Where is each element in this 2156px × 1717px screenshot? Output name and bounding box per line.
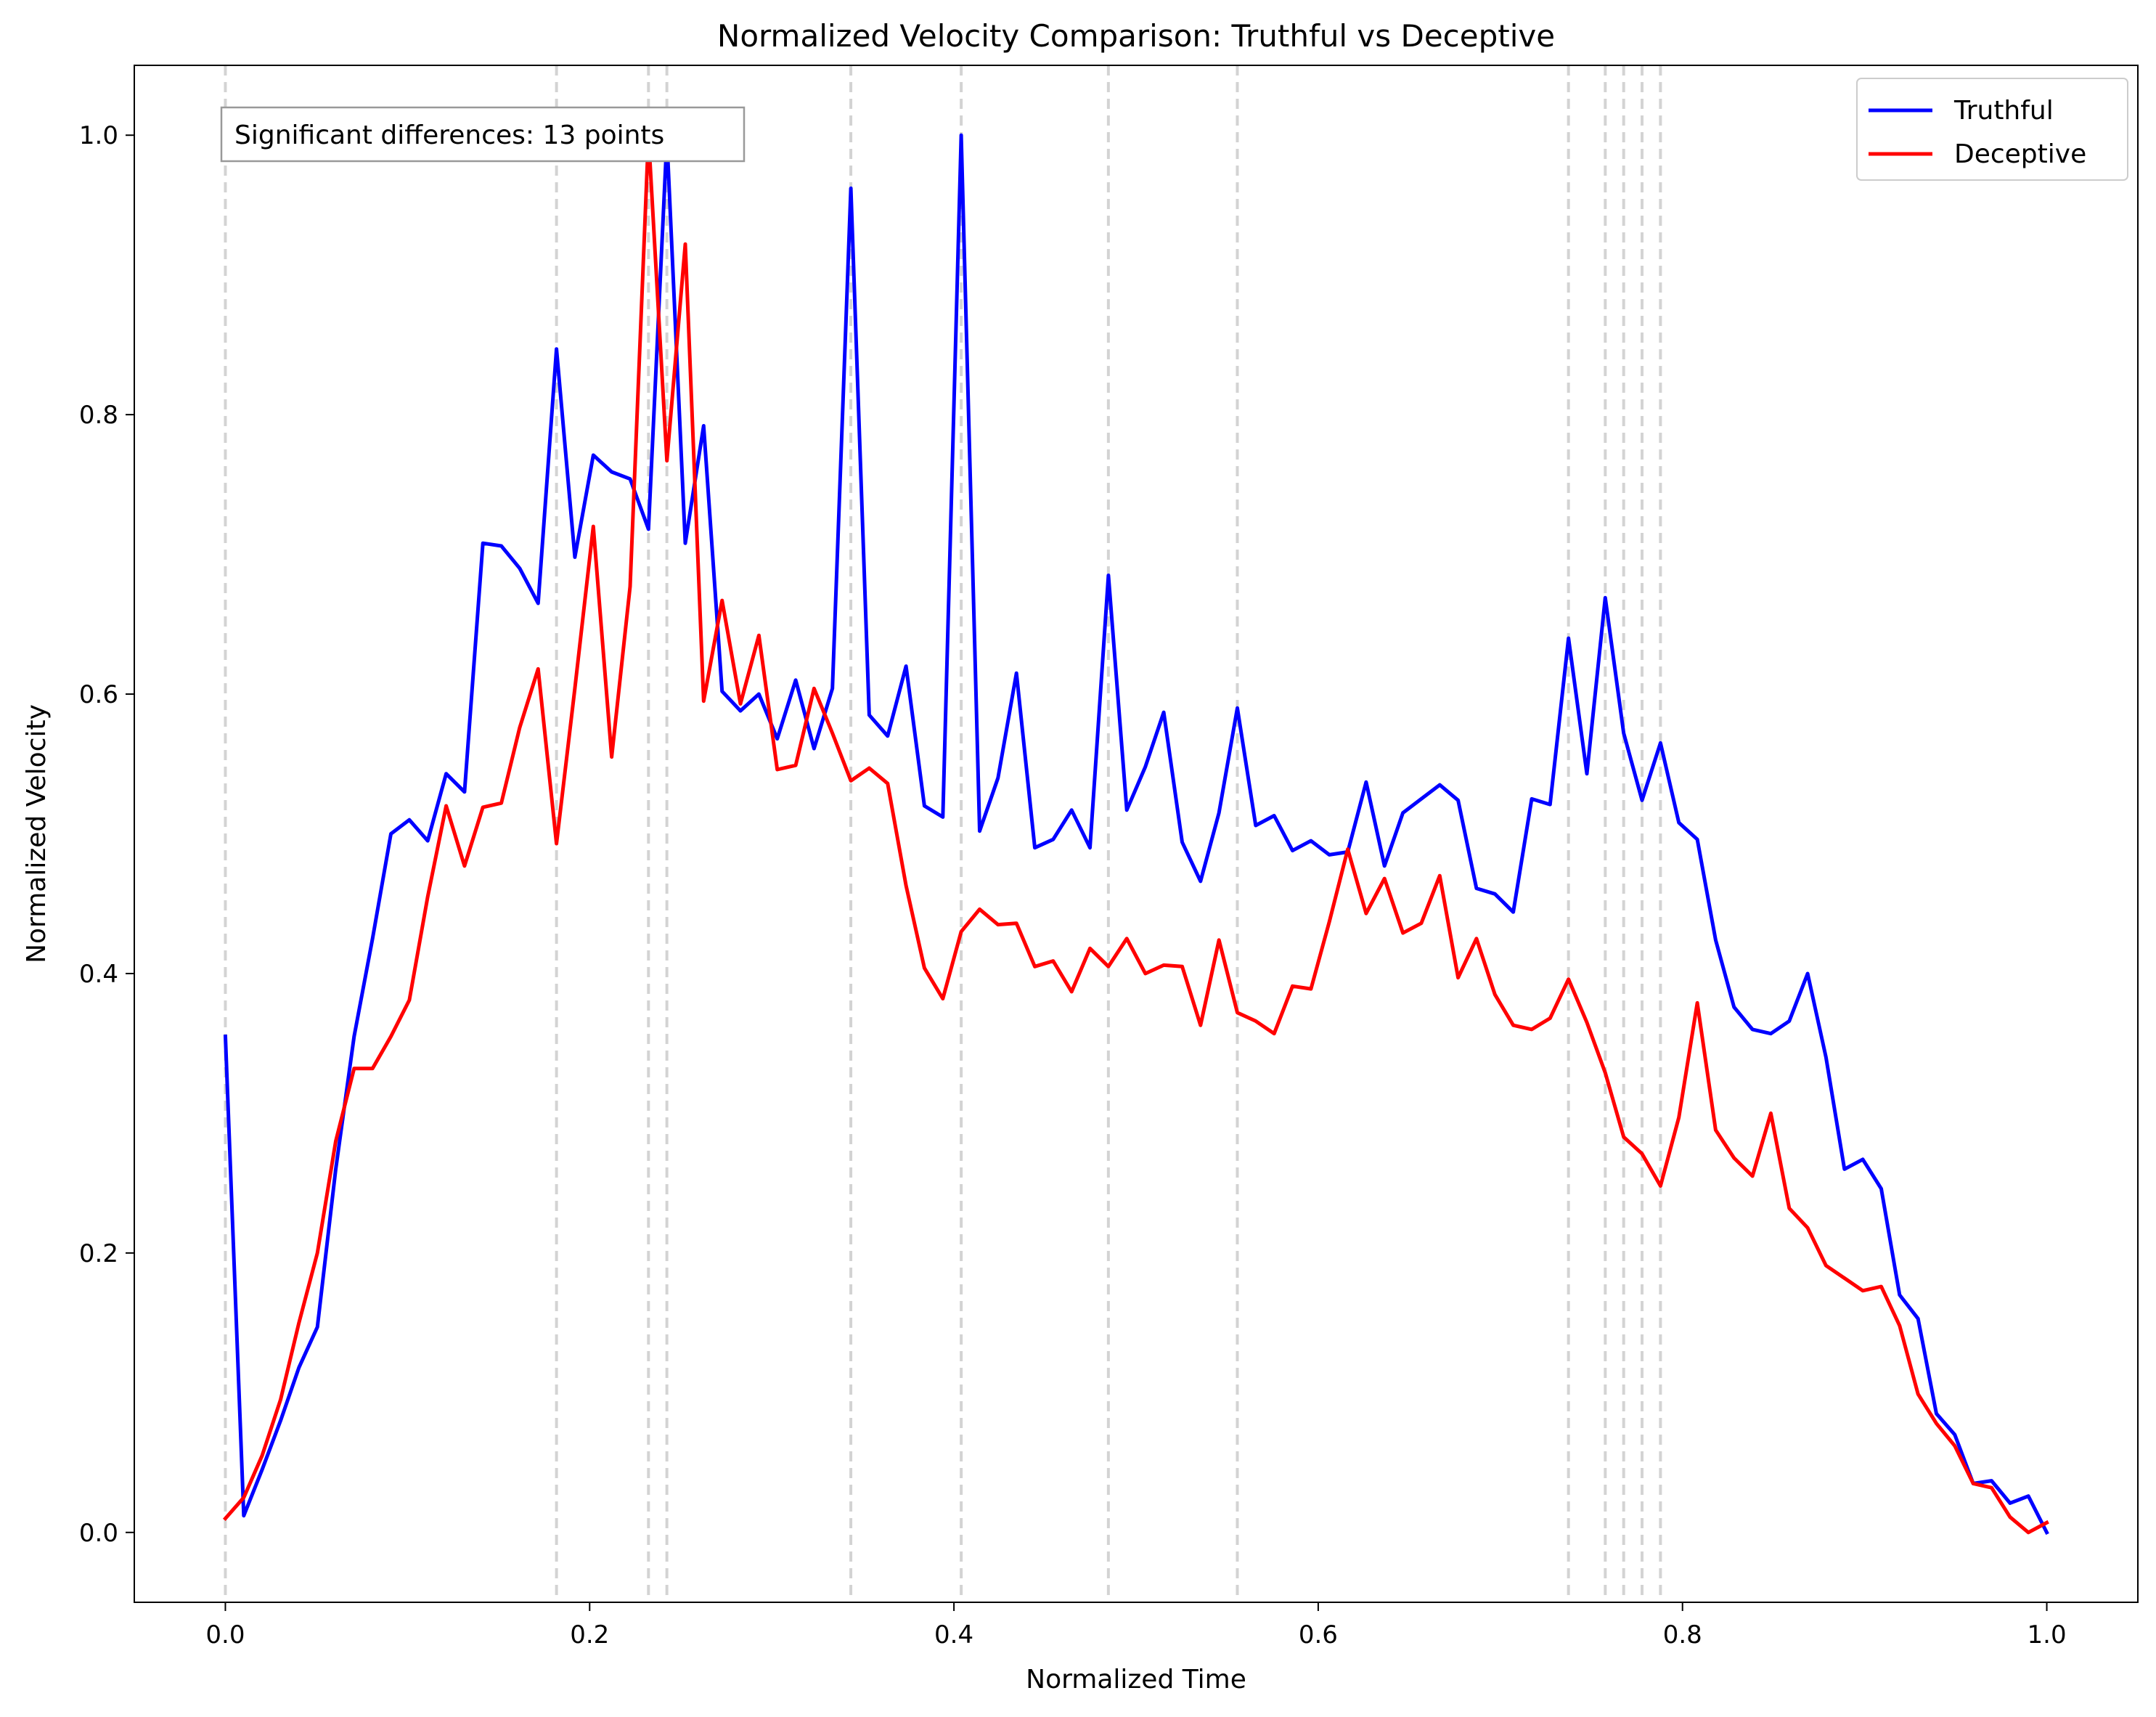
x-tick-label: 0.0 bbox=[205, 1620, 245, 1649]
legend: Truthful Deceptive bbox=[1856, 78, 2128, 181]
series-line-truthful bbox=[223, 133, 2049, 1535]
x-tick-label: 0.8 bbox=[1663, 1620, 1702, 1649]
series-line-deceptive bbox=[222, 133, 2049, 1535]
y-axis-label: Normalized Velocity bbox=[22, 704, 52, 963]
x-tick-label: 0.6 bbox=[1299, 1620, 1338, 1649]
legend-items: Truthful Deceptive bbox=[1869, 96, 2086, 169]
y-tick-label: 0.6 bbox=[79, 680, 118, 709]
x-tick-label: 1.0 bbox=[2028, 1620, 2067, 1649]
plot-frame bbox=[134, 65, 2139, 1603]
annotation-box bbox=[220, 106, 746, 163]
y-tick-label: 0.2 bbox=[79, 1239, 118, 1268]
legend-label-truthful: Truthful bbox=[1953, 96, 2054, 126]
y-axis: 0.0 0.2 0.4 0.6 0.8 1.0 bbox=[79, 121, 134, 1548]
x-axis: 0.0 0.2 0.4 0.6 0.8 1.0 bbox=[205, 1602, 2067, 1649]
series-lines bbox=[222, 133, 2049, 1535]
legend-label-deceptive: Deceptive bbox=[1954, 139, 2086, 169]
x-axis-label: Normalized Time bbox=[1026, 1665, 1246, 1694]
chart-title: Normalized Velocity Comparison: Truthful… bbox=[717, 18, 1555, 54]
y-tick-label: 0.0 bbox=[79, 1519, 118, 1548]
y-tick-label: 0.8 bbox=[79, 401, 118, 430]
x-tick-label: 0.2 bbox=[570, 1620, 609, 1649]
y-tick-label: 0.4 bbox=[79, 960, 118, 989]
x-tick-label: 0.4 bbox=[934, 1620, 973, 1649]
y-tick-label: 1.0 bbox=[79, 121, 118, 150]
annotation-text: Significant differences: 13 points bbox=[234, 121, 664, 150]
significance-annotation: Significant differences: 13 points bbox=[220, 106, 746, 163]
